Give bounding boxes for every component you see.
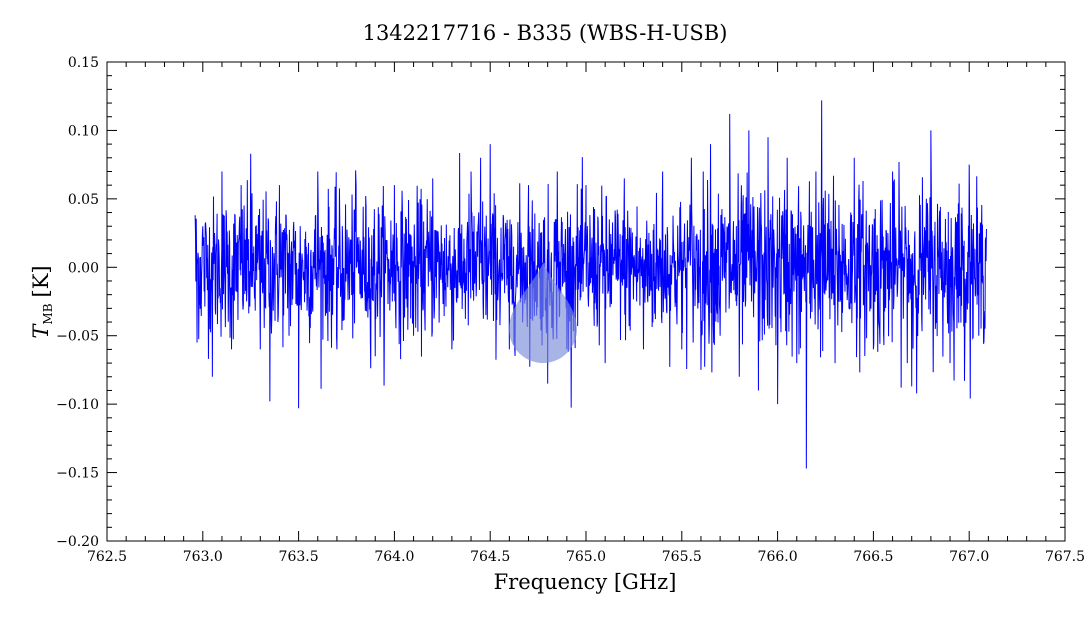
x-axis-title: Frequency [GHz]: [494, 570, 677, 594]
x-tick-label: 766.0: [758, 549, 798, 565]
spectrum-line: [194, 100, 987, 469]
x-tick-label: 767.0: [949, 549, 989, 565]
x-tick-label: 764.0: [374, 549, 414, 565]
y-axis-title: TMB [K]: [29, 265, 55, 338]
x-tick-label: 763.0: [183, 549, 223, 565]
x-tick-label: 767.5: [1045, 549, 1085, 565]
y-tick-label: 0.00: [68, 260, 99, 276]
x-tick-label: 766.5: [853, 549, 893, 565]
watermark-drop-icon: [509, 263, 577, 363]
x-tick-label: 765.5: [662, 549, 702, 565]
y-tick-label: 0.05: [68, 192, 99, 208]
y-tick-label: 0.15: [68, 55, 99, 71]
chart-title: 1342217716 - B335 (WBS-H-USB): [363, 21, 728, 45]
y-tick-label: −0.05: [56, 329, 99, 345]
y-tick-label: 0.10: [68, 123, 99, 139]
x-tick-label: 763.5: [279, 549, 319, 565]
y-tick-label: −0.10: [56, 397, 99, 413]
x-tick-label: 762.5: [87, 549, 127, 565]
y-axis-title-main: T: [29, 323, 53, 339]
y-axis-title-sub: MB: [41, 303, 55, 324]
y-tick-label: −0.15: [56, 466, 99, 482]
y-axis-title-unit: [K]: [29, 265, 53, 297]
x-tick-label: 765.0: [566, 549, 606, 565]
watermark-logo: [509, 263, 577, 363]
y-tick-label: −0.20: [56, 534, 99, 550]
x-tick-label: 764.5: [470, 549, 510, 565]
